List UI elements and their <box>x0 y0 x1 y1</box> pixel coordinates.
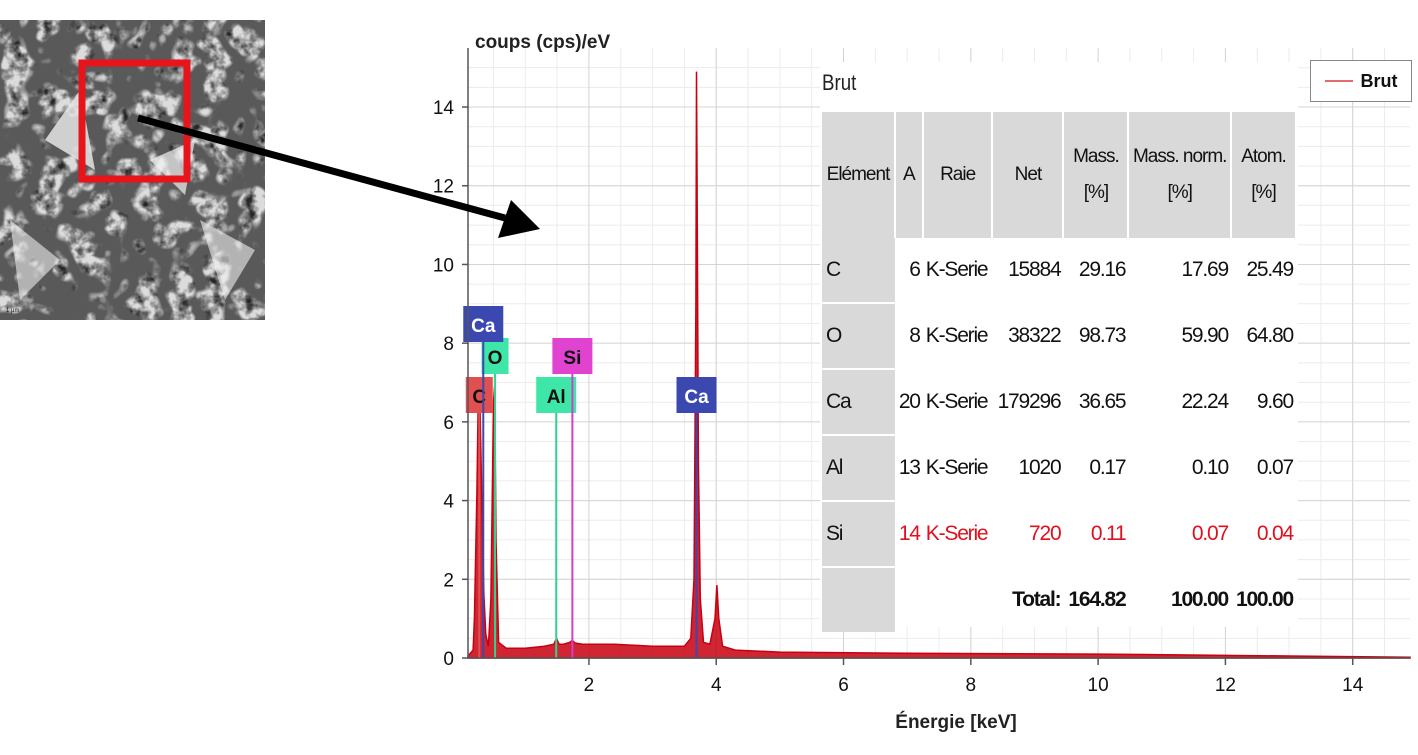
x-tick-label: 4 <box>711 675 722 696</box>
table-cell: 17.69 <box>1128 238 1231 304</box>
table-total-row: Total: 164.82 100.00 100.00 <box>822 567 1296 632</box>
marker-label-ca: Ca <box>684 387 709 408</box>
table-cell: 15884 <box>992 238 1064 304</box>
table-cell: 179296 <box>992 369 1064 436</box>
x-axis-title: Énergie [keV] <box>895 711 1016 733</box>
table-cell: 0.04 <box>1231 501 1296 568</box>
table-cell: 0.07 <box>1128 501 1231 568</box>
table-cell: K-Serie <box>922 369 993 436</box>
results-table: Elément A Raie Net Mass. [%] Mass. norm. [%] Ato… <box>822 112 1297 632</box>
y-tick-label: 10 <box>433 255 454 276</box>
marker-box-o <box>481 338 509 374</box>
x-tick-label: 10 <box>1088 675 1109 696</box>
table-cell: 0.17 <box>1063 435 1129 502</box>
table-header-cell: Elément <box>822 112 896 238</box>
table-cell: 25.49 <box>1231 238 1296 304</box>
table-cell: 13 <box>895 435 923 502</box>
table-header-cell: Net <box>992 112 1065 238</box>
table-cell: K-Serie <box>922 238 993 304</box>
legend-label: Brut <box>1360 70 1398 91</box>
table-cell: Al <box>822 435 895 502</box>
y-tick-label: 0 <box>443 649 454 670</box>
table-cell: 8 <box>895 303 923 370</box>
table-cell: 64.80 <box>1231 303 1296 370</box>
table-header-cell: Raie <box>922 112 994 238</box>
table-total-cell: 164.82 <box>1068 588 1126 611</box>
table-cell: K-Serie <box>922 303 993 370</box>
table-cell: 98.73 <box>1063 303 1129 370</box>
x-tick-label: 8 <box>966 675 977 696</box>
table-cell: 0.10 <box>1128 435 1231 502</box>
table-cell: K-Serie <box>922 501 993 568</box>
y-tick-label: 14 <box>433 98 455 119</box>
table-header-cell: Atom. [%] <box>1231 112 1297 238</box>
legend-swatch <box>1324 80 1353 82</box>
table-cell: 38322 <box>992 303 1064 370</box>
table-header-cell: A <box>895 112 924 238</box>
y-tick-label: 4 <box>443 492 454 513</box>
table-total-cell <box>895 567 923 632</box>
table-cell: 1020 <box>992 435 1064 502</box>
marker-label-si: Si <box>563 348 581 369</box>
table-cell: K-Serie <box>922 435 993 502</box>
table-cell: 9.60 <box>1231 369 1296 436</box>
element-markers: CO Al Si Ca Ca <box>463 306 717 658</box>
x-tick-label: 12 <box>1215 675 1236 696</box>
table-header-cell: Mass. [%] <box>1063 112 1130 238</box>
x-tick-label: 2 <box>584 675 595 696</box>
marker-label-ca: Ca <box>471 316 496 337</box>
x-tick-label: 14 <box>1342 675 1364 696</box>
table-cell: 22.24 <box>1128 369 1231 436</box>
sem-micrograph: 1 µm <box>0 20 265 320</box>
table-cell: 6 <box>895 238 923 304</box>
marker-box-c <box>465 377 493 413</box>
table-cell: Ca <box>822 369 895 436</box>
table-total-cell: 100.00 <box>1235 588 1294 611</box>
marker-box-ca <box>676 377 717 413</box>
marker-label-o: O <box>488 348 503 369</box>
table-cell: 720 <box>992 501 1064 568</box>
table-total-cell: Total: <box>1012 588 1062 611</box>
table-row: Ca 20 K-Serie 179296 36.65 22.24 9.60 <box>822 369 1296 436</box>
marker-box-al <box>536 377 577 413</box>
table-cell: 59.90 <box>1128 303 1231 370</box>
y-axis-title: coups (cps)/eV <box>475 32 610 53</box>
table-cell: 36.65 <box>1063 369 1129 436</box>
marker-box-si <box>552 338 593 374</box>
results-panel: Brut Elément A Raie Net Mass. [%] Mass. norm.[… <box>820 62 1298 632</box>
table-row: O 8 K-Serie 38322 98.73 59.90 64.80 <box>822 303 1296 370</box>
x-tick-label: 6 <box>838 675 849 696</box>
table-cell: Si <box>822 501 895 568</box>
table-cell: 29.16 <box>1063 238 1129 304</box>
table-header-cell: Mass. norm. [%] <box>1128 112 1232 238</box>
table-total-cell <box>923 567 993 632</box>
table-header-row: Elément A Raie Net Mass. [%] Mass. norm. [%] Ato… <box>822 112 1297 238</box>
table-cell: 0.11 <box>1063 501 1129 568</box>
marker-box-ca <box>463 306 504 342</box>
legend: Brut <box>1310 60 1412 102</box>
table-total-cell: 100.00 <box>1170 588 1229 611</box>
table-cell: 14 <box>895 501 923 568</box>
table-cell: 0.07 <box>1231 435 1296 502</box>
table-row: Al 13 K-Serie 1020 0.17 0.10 0.07 <box>822 435 1296 502</box>
y-tick-label: 2 <box>443 570 454 591</box>
micrograph-scale-text: 1 µm <box>6 308 19 314</box>
y-tick-label: 6 <box>443 413 454 434</box>
y-tick-label: 12 <box>433 177 454 198</box>
table-title: Brut <box>822 70 857 95</box>
marker-label-c: C <box>472 387 486 408</box>
table-total-cell <box>822 567 895 632</box>
table-row: Si 14 K-Serie 720 0.11 0.07 0.04 <box>822 501 1296 568</box>
table-cell: 20 <box>895 369 923 436</box>
y-tick-label: 8 <box>443 334 454 355</box>
table-cell: O <box>822 303 895 370</box>
marker-label-al: Al <box>547 387 566 408</box>
table-cell: C <box>822 238 895 304</box>
table-row: C 6 K-Serie 15884 29.16 17.69 25.49 <box>822 238 1296 304</box>
